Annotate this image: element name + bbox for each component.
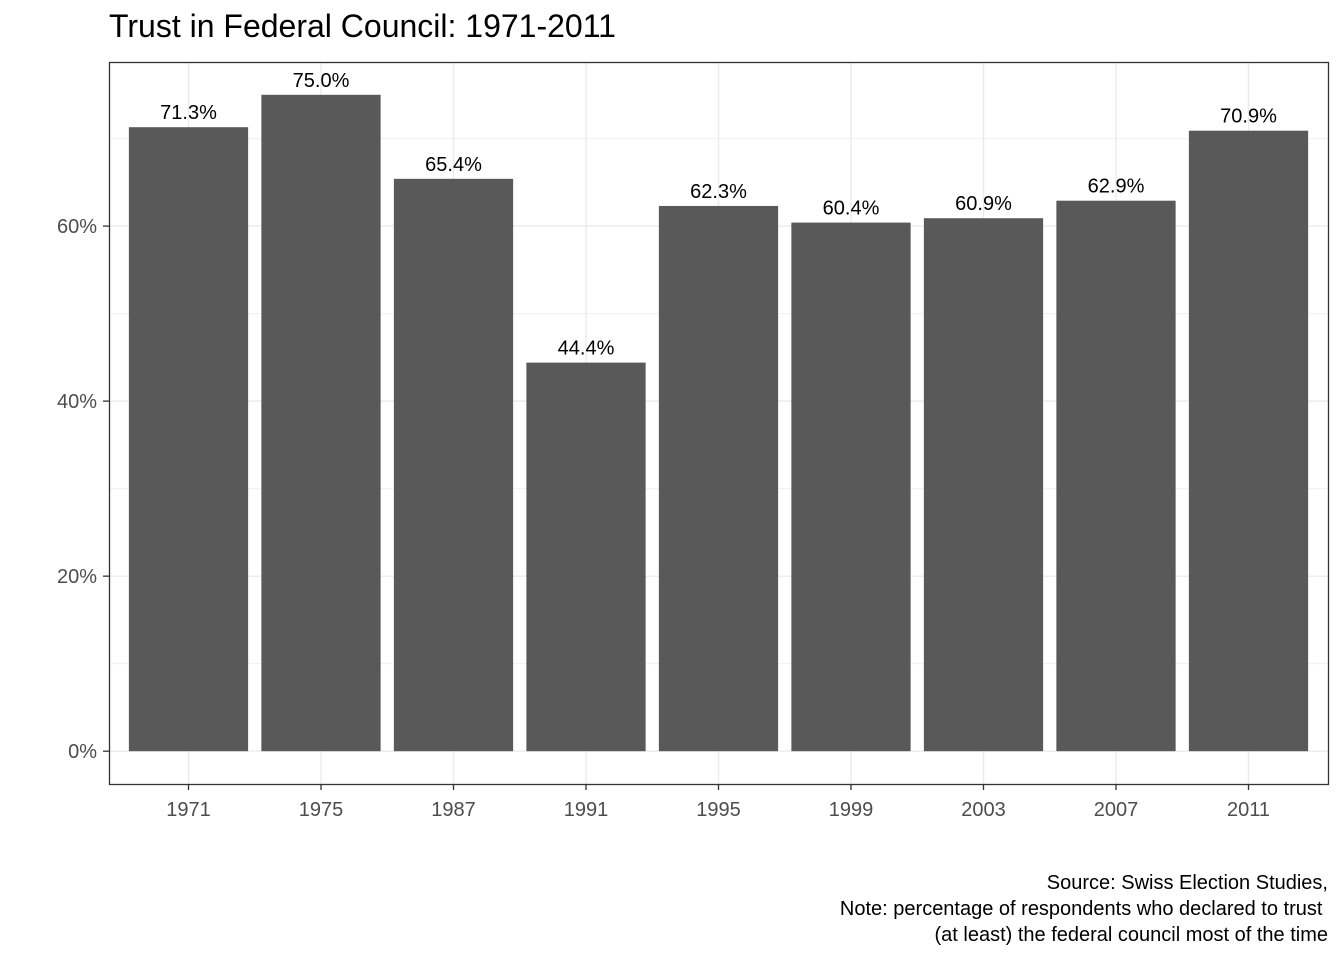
y-tick-label: 60%: [57, 216, 97, 238]
bar-2011: [1188, 130, 1309, 752]
data-label-2007: 62.9%: [1088, 176, 1145, 198]
x-tick-label-1987: 1987: [431, 799, 476, 821]
bars: [128, 94, 1309, 752]
data-label-1995: 62.3%: [690, 181, 747, 203]
caption-line-source: Source: Swiss Election Studies,: [1046, 872, 1328, 894]
y-tick-label: 0%: [68, 741, 97, 763]
y-tick-label: 20%: [57, 566, 97, 588]
x-tick-label-1999: 1999: [829, 799, 874, 821]
data-label-2003: 60.9%: [955, 193, 1012, 215]
bar-1999: [791, 222, 911, 752]
caption-line-note: Note: percentage of respondents who decl…: [839, 898, 1328, 920]
bar-1991: [526, 362, 646, 752]
bar-1971: [128, 127, 249, 752]
bar-2003: [923, 218, 1044, 752]
data-labels: 71.3% 75.0% 65.4% 44.4% 62.3% 60.4% 60.9% 62.9%…: [160, 70, 1277, 360]
x-tick-label-2011: 2011: [1227, 799, 1270, 821]
x-tick-label-2003: 2003: [961, 799, 1006, 821]
data-label-2011: 70.9%: [1220, 106, 1277, 128]
data-label-1987: 65.4%: [425, 154, 482, 176]
axes: 0% 20% 40% 60% 1971 1975 1987 1991 1995 1999 2003 2…: [57, 216, 1270, 821]
x-tick-label-1975: 1975: [299, 799, 344, 821]
chart-title: Trust in Federal Council: 1971-2011: [109, 8, 616, 44]
data-label-1999: 60.4%: [823, 198, 880, 220]
bar-1995: [658, 205, 779, 752]
y-tick-label: 40%: [57, 391, 97, 413]
bar-2007: [1056, 200, 1176, 752]
x-tick-label-2007: 2007: [1094, 799, 1139, 821]
caption-line-note-continued: (at least) the federal council most of t…: [934, 924, 1328, 946]
x-tick-label-1971: 1971: [166, 799, 211, 821]
bar-1987: [393, 178, 514, 752]
data-label-1991: 44.4%: [558, 338, 615, 360]
data-label-1971: 71.3%: [160, 102, 217, 124]
x-tick-label-1991: 1991: [564, 799, 609, 821]
bar-1975: [261, 94, 381, 752]
data-label-1975: 75.0%: [293, 70, 350, 92]
x-tick-label-1995: 1995: [696, 799, 741, 821]
chart-caption: Source: Swiss Election Studies, Note: pe…: [840, 870, 1328, 948]
